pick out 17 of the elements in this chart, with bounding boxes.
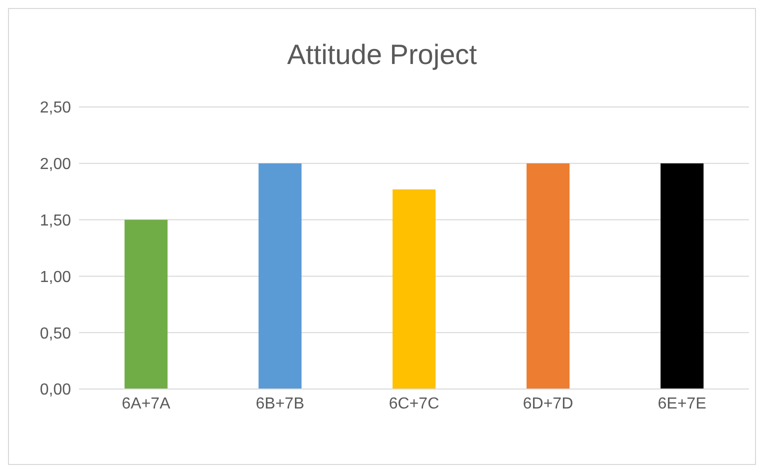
- bar: [124, 220, 168, 389]
- bar: [258, 163, 302, 389]
- x-tick-label: 6C+7C: [388, 395, 440, 412]
- y-tick-label: 1,00: [40, 268, 72, 286]
- y-tick-label: 0,50: [40, 325, 72, 342]
- y-tick-label: 0,00: [40, 382, 72, 399]
- bar: [660, 163, 704, 389]
- bar: [526, 163, 570, 389]
- x-tick-label: 6E+7E: [658, 395, 706, 412]
- y-tick-label: 2,50: [40, 100, 72, 117]
- bar: [392, 189, 436, 389]
- y-tick-label: 1,50: [40, 212, 72, 230]
- x-tick-label: 6A+7A: [122, 395, 171, 412]
- x-tick-label: 6B+7B: [256, 395, 304, 412]
- chart-title: Attitude Project: [286, 39, 478, 72]
- x-tick-label: 6D+7D: [522, 395, 574, 412]
- y-tick-label: 2,00: [40, 156, 72, 174]
